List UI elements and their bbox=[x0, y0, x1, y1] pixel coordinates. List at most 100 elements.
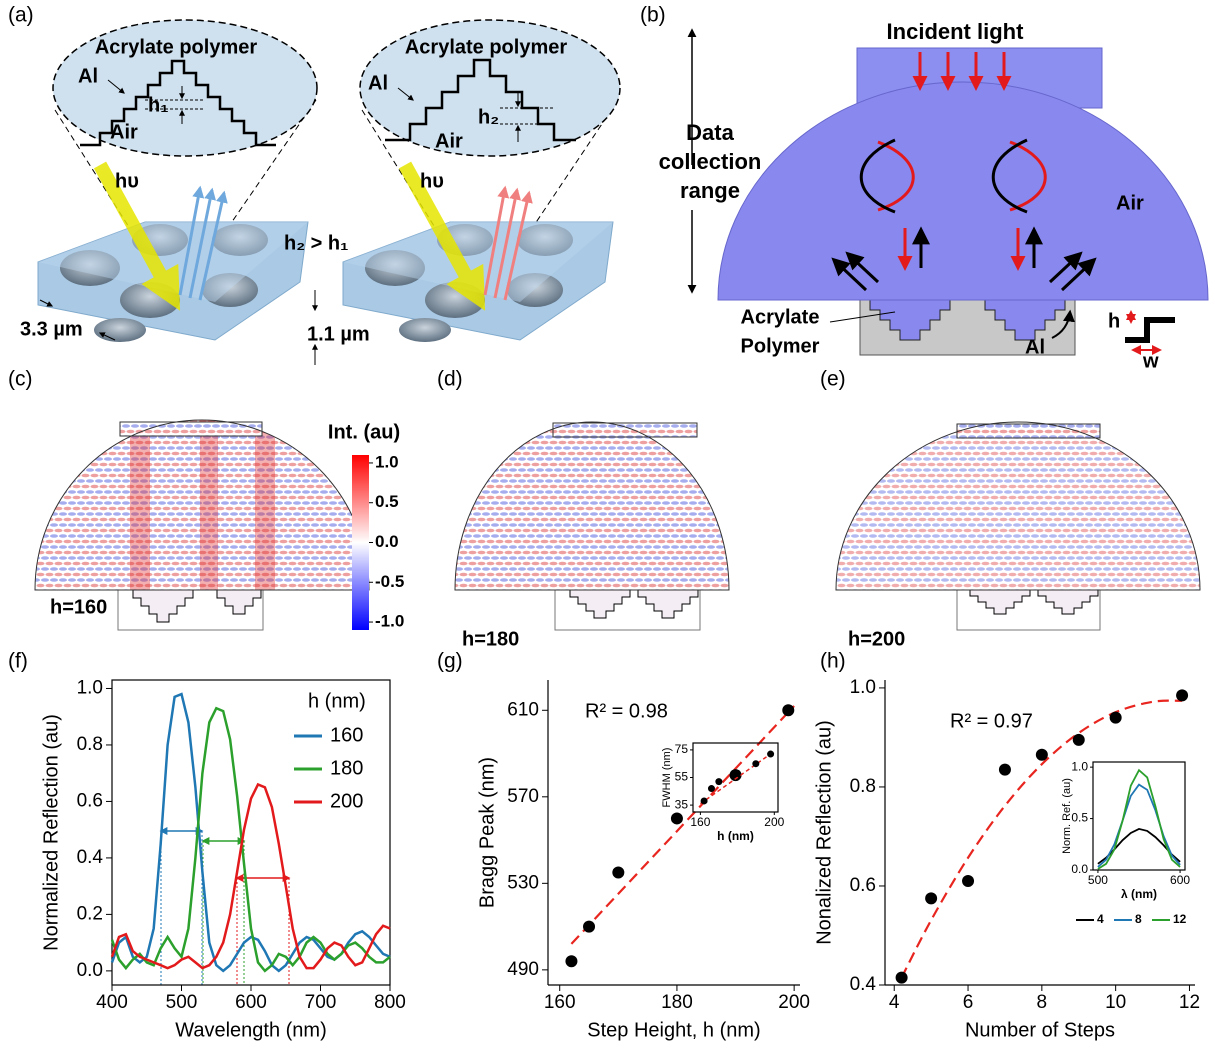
y-axis-label: Nonalized Reflection (au) bbox=[813, 720, 835, 945]
pointer bbox=[107, 79, 125, 94]
x-tick-label: 600 bbox=[235, 992, 267, 1013]
x-tick-label: 180 bbox=[661, 992, 693, 1013]
x-tick-label: 700 bbox=[305, 992, 337, 1013]
photon-label: hυ bbox=[115, 170, 139, 192]
metal-label: Al bbox=[368, 72, 388, 94]
incident-beam bbox=[398, 161, 486, 311]
chart: 160 200 35 55 75 h (nm) FWHM (nm) bbox=[661, 742, 785, 843]
polymer-step bbox=[859, 289, 961, 341]
data-point bbox=[707, 785, 715, 793]
wave-icons bbox=[859, 138, 1047, 214]
incident-beam bbox=[93, 161, 181, 311]
slab-top bbox=[343, 222, 613, 302]
chart: 500 600 0.0 0.5 1.0 λ (nm) Norm. Ref. (au) 4 8 12 bbox=[1061, 759, 1190, 926]
polymer-label: Acrylate polymer bbox=[405, 36, 568, 58]
data-point bbox=[733, 769, 741, 777]
colorbar-scale bbox=[352, 455, 369, 630]
y-tick-label: 610 bbox=[507, 699, 539, 720]
data-point bbox=[1035, 748, 1048, 761]
chart: 160 180 200 490 530 570 610 Step Height, h (nm)… bbox=[476, 680, 810, 1041]
reflected-beam bbox=[178, 185, 228, 301]
source-region bbox=[552, 422, 698, 438]
x-tick-label: 6 bbox=[963, 992, 974, 1013]
data-point bbox=[752, 760, 760, 768]
data-point bbox=[998, 763, 1011, 776]
x-tick-label: 4 bbox=[889, 992, 900, 1013]
x-tick-label: 12 bbox=[1179, 992, 1200, 1013]
y-tick-label: 55 bbox=[675, 770, 689, 784]
data-point bbox=[1109, 711, 1122, 724]
y-tick-label: 490 bbox=[507, 959, 539, 980]
fit-line bbox=[570, 705, 795, 945]
chart: 400 500 600 700 800 0.0 0.2 0.4 0.6 0.8 1.0 Wavelen… bbox=[40, 677, 406, 1041]
x-tick-label: 200 bbox=[764, 815, 784, 829]
panel-label: (g) bbox=[437, 650, 463, 673]
colorbar-tick-label: 1.0 bbox=[375, 452, 399, 471]
y-tick-label: 0.4 bbox=[850, 974, 877, 995]
polymer-step bbox=[974, 289, 1076, 341]
series-line bbox=[110, 782, 391, 970]
y-axis-label: Normalized Reflection (au) bbox=[40, 714, 62, 951]
data-point bbox=[962, 875, 975, 888]
fit-line bbox=[900, 699, 1183, 979]
range-label: range bbox=[680, 178, 740, 203]
y-tick-label: 1.0 bbox=[850, 677, 876, 698]
data-point bbox=[583, 920, 596, 933]
legend-title: h (nm) bbox=[308, 690, 366, 712]
panel-a: Acrylate polymer Al h₁ Air hυ Acrylate p… bbox=[20, 19, 621, 365]
air-label: Air bbox=[1116, 192, 1144, 214]
step-label: h₁ bbox=[148, 94, 169, 116]
step-label: h₂ bbox=[478, 106, 499, 128]
x-tick-label: 800 bbox=[374, 992, 406, 1013]
photon-label: hυ bbox=[420, 170, 444, 192]
panel-label: (f) bbox=[8, 650, 28, 673]
fit-line bbox=[699, 750, 775, 805]
h-label: h bbox=[1108, 310, 1120, 332]
x-axis-label: λ (nm) bbox=[1121, 887, 1157, 901]
range-label: Data bbox=[686, 120, 734, 145]
colorbar-title: Int. (au) bbox=[328, 421, 400, 443]
polymer-label: Acrylate bbox=[741, 306, 820, 328]
data-point bbox=[767, 750, 775, 758]
legend-label: 180 bbox=[330, 757, 363, 779]
y-tick-label: 0.0 bbox=[77, 960, 103, 981]
y-tick-label: 0.8 bbox=[77, 734, 103, 755]
data-point bbox=[782, 704, 795, 717]
x-axis-label: Wavelength (nm) bbox=[175, 1019, 327, 1041]
panel-label: (e) bbox=[820, 368, 846, 391]
x-axis-label: Number of Steps bbox=[965, 1019, 1115, 1041]
x-tick-label: 10 bbox=[1105, 992, 1126, 1013]
reflected-beam bbox=[483, 185, 533, 301]
air-dome bbox=[717, 81, 1209, 301]
map-label: h=180 bbox=[462, 628, 519, 650]
chart: 4 6 8 10 12 0.4 0.6 0.8 1.0 Number of Steps Nonali… bbox=[813, 677, 1200, 1041]
colorbar-tick-label: 0.5 bbox=[375, 492, 399, 511]
air-label: Air bbox=[110, 121, 138, 143]
field-map-e: h=200 bbox=[835, 421, 1201, 650]
series-line bbox=[1097, 827, 1181, 865]
y-tick-label: 0.4 bbox=[77, 847, 104, 868]
y-axis-label: Norm. Ref. (au) bbox=[1061, 778, 1073, 854]
y-tick-label: 0.8 bbox=[850, 776, 876, 797]
dome-outline bbox=[835, 421, 1201, 591]
field-map-c: h=160 bbox=[34, 419, 370, 631]
staircase bbox=[80, 59, 276, 147]
data-point bbox=[895, 971, 908, 984]
height-label: 1.1 µm bbox=[307, 323, 370, 345]
dim-arrow bbox=[98, 332, 116, 341]
dim-arrow bbox=[39, 299, 54, 307]
legend-label: 12 bbox=[1173, 912, 1187, 926]
air-label: Air bbox=[435, 130, 463, 152]
legend-label: 8 bbox=[1135, 912, 1142, 926]
y-tick-label: 570 bbox=[507, 786, 539, 807]
w-label: w bbox=[1142, 350, 1159, 372]
data-point bbox=[715, 778, 723, 786]
data-point bbox=[1072, 733, 1085, 746]
map-label: h=200 bbox=[848, 628, 905, 650]
plot-frame bbox=[1092, 761, 1186, 871]
data-point bbox=[700, 797, 708, 805]
legend-label: 160 bbox=[330, 724, 363, 746]
period-label: 3.3 µm bbox=[20, 318, 83, 340]
data-point bbox=[925, 892, 938, 905]
colorbar-tick-label: -1.0 bbox=[375, 612, 404, 631]
